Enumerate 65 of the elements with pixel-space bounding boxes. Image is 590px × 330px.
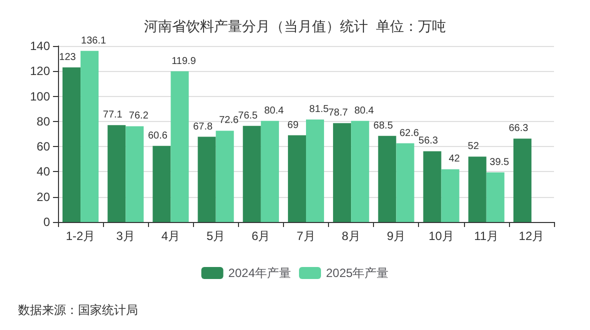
y-tick-label: 80 bbox=[36, 114, 50, 128]
data-label: 62.6 bbox=[399, 128, 420, 139]
data-label: 52 bbox=[468, 141, 480, 152]
bar bbox=[468, 156, 486, 222]
bar bbox=[306, 120, 324, 222]
data-label: 72.6 bbox=[219, 115, 240, 126]
data-label: 68.5 bbox=[373, 120, 394, 132]
data-label: 69 bbox=[287, 120, 299, 131]
bar bbox=[288, 135, 306, 222]
x-tick-label: 7月 bbox=[296, 229, 316, 243]
data-label: 67.8 bbox=[193, 121, 213, 132]
x-tick-label: 6月 bbox=[252, 229, 270, 243]
x-tick-label: 8月 bbox=[342, 229, 360, 243]
bar bbox=[216, 130, 234, 222]
y-tick-label: 140 bbox=[30, 39, 50, 53]
data-label: 81.5 bbox=[309, 104, 330, 116]
bar bbox=[152, 146, 171, 222]
source-note: 数据来源：国家统计局 bbox=[18, 303, 138, 317]
bar bbox=[108, 125, 126, 222]
data-label: 39.5 bbox=[490, 156, 510, 168]
bar bbox=[126, 126, 144, 222]
x-tick-label: 11月 bbox=[474, 229, 499, 243]
bar bbox=[198, 136, 216, 222]
bar bbox=[441, 169, 460, 222]
x-tick-label: 3月 bbox=[116, 229, 135, 243]
legend-label: 2025年产量 bbox=[326, 266, 389, 280]
bar bbox=[260, 120, 279, 222]
legend-label: 2024年产量 bbox=[228, 266, 292, 280]
bar bbox=[80, 50, 99, 222]
bar bbox=[170, 71, 189, 222]
bar bbox=[423, 151, 442, 222]
y-tick-label: 0 bbox=[43, 215, 50, 229]
data-label: 76.5 bbox=[238, 110, 258, 122]
x-tick-label: 12月 bbox=[518, 229, 544, 243]
x-tick-label: 1-2月 bbox=[66, 229, 96, 243]
x-tick-label: 9月 bbox=[386, 229, 406, 243]
y-tick-label: 20 bbox=[36, 190, 50, 204]
y-tick-label: 120 bbox=[30, 64, 50, 78]
data-label: 80.4 bbox=[354, 105, 374, 116]
bar bbox=[513, 138, 532, 222]
y-tick-label: 100 bbox=[30, 89, 50, 104]
bar bbox=[486, 172, 504, 222]
y-tick-label: 40 bbox=[36, 164, 50, 179]
data-label: 66.3 bbox=[508, 123, 529, 134]
bar bbox=[333, 123, 352, 222]
bar bbox=[351, 120, 370, 222]
data-label: 60.6 bbox=[148, 130, 168, 142]
chart-title: 河南省饮料产量分月（当月值）统计 单位：万吨 bbox=[144, 18, 446, 34]
data-label: 123 bbox=[59, 52, 76, 63]
data-label: 76.2 bbox=[128, 110, 149, 122]
y-tick-label: 60 bbox=[36, 140, 50, 154]
x-tick-label: 4月 bbox=[161, 229, 180, 243]
x-tick-label: 5月 bbox=[206, 229, 226, 243]
bar bbox=[396, 143, 414, 222]
data-label: 56.3 bbox=[418, 136, 438, 147]
data-label: 42 bbox=[448, 154, 460, 165]
bar bbox=[378, 136, 396, 222]
data-label: 119.9 bbox=[172, 56, 196, 67]
data-label: 78.7 bbox=[328, 108, 348, 119]
data-label: 80.4 bbox=[264, 105, 284, 116]
bar bbox=[62, 67, 81, 222]
data-label: 77.1 bbox=[102, 110, 123, 121]
bar bbox=[242, 126, 261, 222]
x-tick-label: 10月 bbox=[428, 229, 454, 243]
data-label: 136.1 bbox=[81, 35, 107, 46]
